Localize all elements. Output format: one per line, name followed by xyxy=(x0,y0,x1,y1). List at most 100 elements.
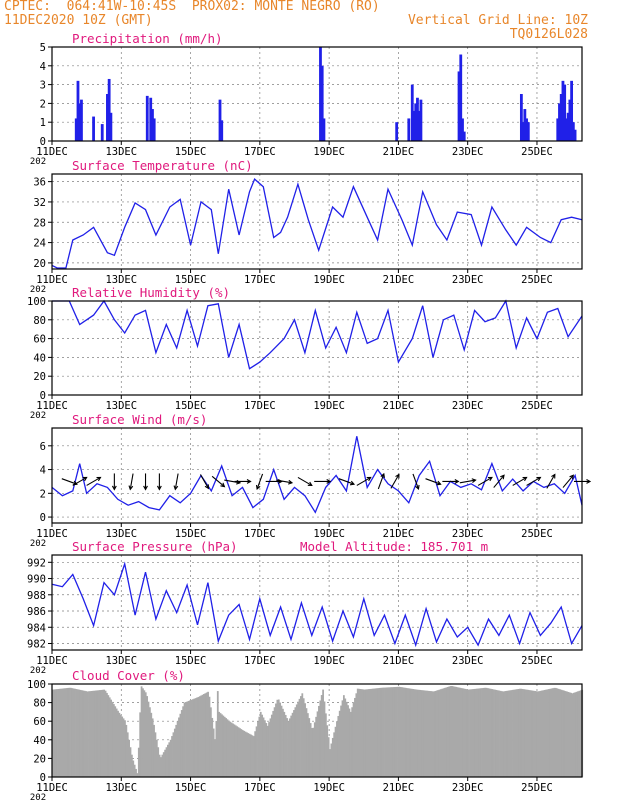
press-panel: 982 984 986 988 990 992 11DEC 13DEC 15DEC 17DEC 19… xyxy=(27,539,583,676)
cloud-bar xyxy=(196,697,198,777)
rh-title: Relative Humidity (%) xyxy=(72,285,230,300)
cloud-bar xyxy=(92,690,94,777)
precip-bar xyxy=(145,95,149,141)
cloud-bar xyxy=(459,687,462,777)
wind-arrow xyxy=(156,473,162,491)
precip-ytick-label: 2 xyxy=(40,98,46,110)
wind-arrow-shaft xyxy=(224,479,241,484)
wind-arrow-shaft xyxy=(256,473,264,490)
wind-arrow xyxy=(224,479,242,485)
cloud-bar xyxy=(471,689,474,777)
wind-arrow-head xyxy=(366,476,372,482)
wind-arrow-head xyxy=(173,485,179,491)
wind-arrow-shaft xyxy=(86,476,101,486)
rh-ytick-label: 20 xyxy=(33,371,46,383)
cloud-ytick-label: 60 xyxy=(33,716,46,728)
precip-bar xyxy=(519,94,523,141)
cloud-bar xyxy=(189,700,191,777)
temp-xtick-label: 13DEC xyxy=(105,274,137,286)
cloud-bar xyxy=(463,688,466,777)
wind-arrow xyxy=(412,473,420,491)
temp-xtick-label: 23DEC xyxy=(452,274,484,286)
cloud-bar xyxy=(185,702,187,777)
cloud-bar xyxy=(521,688,524,777)
wind-xtick-label: 19DEC xyxy=(313,528,345,540)
temp-line xyxy=(51,178,583,269)
cloud-bar xyxy=(218,711,221,777)
cloud-bar xyxy=(211,717,214,777)
temp-ytick-label: 24 xyxy=(33,238,46,250)
cloud-ytick-label: 0 xyxy=(40,772,46,784)
cloud-bar xyxy=(428,690,431,777)
cloud-bar xyxy=(101,689,104,777)
wind-arrow-shaft xyxy=(338,478,355,485)
cloud-bar xyxy=(150,712,153,777)
cloud-ytick-label: 40 xyxy=(33,735,46,747)
wind-arrow xyxy=(111,473,117,491)
cloud-bar xyxy=(68,687,71,777)
temp-xtick-label: 15DEC xyxy=(175,274,207,286)
cloud-bar xyxy=(391,687,394,777)
cloud-bar xyxy=(366,689,369,777)
cloud-bar xyxy=(564,691,567,777)
precip-bar xyxy=(320,65,324,141)
cloud-bar xyxy=(500,691,503,777)
cloud-bar xyxy=(186,701,189,777)
cloud-bar xyxy=(108,697,111,777)
wind-arrow-shaft xyxy=(297,476,313,486)
cloud-bar xyxy=(85,691,88,777)
precip-xtick-label: 21DEC xyxy=(383,146,415,158)
precip-bar xyxy=(573,129,577,141)
precip-bar xyxy=(525,118,528,141)
cloud-bar xyxy=(247,733,250,777)
cloud-ytick-label: 100 xyxy=(27,679,46,691)
cloud-bar xyxy=(53,689,56,777)
cloud-bar xyxy=(315,716,318,777)
cloud-bar xyxy=(119,714,122,777)
cloud-bar xyxy=(333,732,336,777)
precip-bar xyxy=(74,118,78,141)
cloud-bar xyxy=(338,710,341,777)
cloud-bar xyxy=(273,707,276,777)
precip-ytick-label: 5 xyxy=(40,42,46,54)
rh-ytick-label: 100 xyxy=(27,296,46,308)
cloud-bar xyxy=(167,744,169,777)
wind-arrow xyxy=(211,475,226,488)
cloud-bar xyxy=(424,690,427,777)
cloud-xtick-label: 21DEC xyxy=(383,782,415,794)
cloud-bar xyxy=(262,717,265,777)
precip-bar xyxy=(395,122,399,141)
cloud-bar xyxy=(453,686,456,777)
cloud-bar xyxy=(502,691,505,777)
cloud-bar xyxy=(546,689,549,777)
wind-arrow-head xyxy=(246,479,252,484)
cloud-bar xyxy=(190,699,193,777)
cloud-bar xyxy=(118,712,121,777)
cloud-bar xyxy=(215,721,218,777)
cloud-bar xyxy=(334,726,337,777)
wind-arrow-head xyxy=(204,484,209,490)
press-xtick-label: 13DEC xyxy=(105,655,137,667)
cloud-bar xyxy=(248,733,251,777)
cloud-bar xyxy=(460,688,463,777)
cloud-bar xyxy=(75,689,78,777)
cloud-bar xyxy=(97,690,100,777)
precip-panel: 0 1 2 3 4 5 11DEC 13DEC 15DEC 17DEC 19DEC 21DEC 23DE… xyxy=(30,31,583,167)
temp-xtick-label: 17DEC xyxy=(244,274,276,286)
wind-arrow-shaft xyxy=(412,473,419,490)
precip-bar xyxy=(106,94,109,141)
cloud-bar xyxy=(60,688,63,777)
cloud-bar xyxy=(373,688,376,777)
cloud-bar xyxy=(58,688,61,777)
cloud-bar xyxy=(103,689,106,777)
rh-xtick-label: 19DEC xyxy=(313,400,345,412)
cloud-bar xyxy=(419,689,421,777)
cloud-bar xyxy=(480,688,482,777)
cloud-bar xyxy=(165,747,168,777)
cloud-bar xyxy=(451,686,453,777)
cloud-bar xyxy=(556,688,559,777)
cloud-bar xyxy=(137,747,140,777)
cloud-bar xyxy=(282,708,284,777)
cloud-bar xyxy=(455,686,458,777)
precip-bar xyxy=(461,118,464,141)
